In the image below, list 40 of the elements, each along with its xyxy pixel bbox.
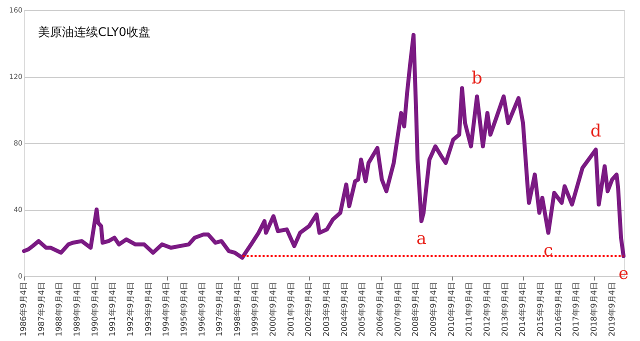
annotation: b — [472, 68, 483, 88]
x-tick-label: 1994年9月4日 — [162, 282, 171, 337]
x-tick-label: 2007年9月4日 — [393, 282, 402, 337]
x-tick-label: 2012年9月4日 — [482, 282, 492, 337]
x-tick-label: 2004年9月4日 — [340, 282, 349, 337]
annotation: a — [416, 229, 426, 250]
x-tick-label: 1999年9月4日 — [250, 282, 260, 337]
x-tick-label: 1998年9月4日 — [232, 282, 242, 337]
annotation: d — [590, 122, 602, 142]
x-tick-label: 2016年9月4日 — [554, 282, 563, 337]
x-tick-label: 2006年9月4日 — [376, 282, 385, 337]
x-tick-label: 2017年9月4日 — [572, 282, 581, 337]
x-tick-label: 1997年9月4日 — [215, 282, 224, 337]
x-tick-label: 2011年9月4日 — [464, 282, 474, 337]
x-tick-label: 2008年9月4日 — [411, 282, 420, 337]
x-tick-label: 2018年9月4日 — [589, 282, 598, 337]
x-tick-label: 2001年9月4日 — [286, 282, 296, 337]
x-tick-label: 1992年9月4日 — [126, 282, 135, 337]
x-tick-label: 2009年9月4日 — [429, 282, 438, 337]
x-tick-label: 1993年9月4日 — [144, 282, 153, 337]
x-tick-label: 2019年9月4日 — [607, 282, 616, 337]
x-tick-label: 2015年9月4日 — [536, 282, 545, 337]
x-tick-label: 2013年9月4日 — [500, 282, 510, 337]
x-tick-label: 1991年9月4日 — [108, 282, 118, 337]
x-tick-label: 1989年9月4日 — [72, 282, 82, 337]
annotation: c — [544, 240, 554, 261]
annotation: e — [618, 264, 629, 284]
x-tick-label: 1987年9月4日 — [36, 282, 46, 337]
x-tick-label: 2002年9月4日 — [304, 282, 314, 337]
x-tick-label: 1995年9月4日 — [179, 282, 188, 337]
x-tick-label: 2005年9月4日 — [358, 282, 367, 337]
x-tick-label: 2003年9月4日 — [322, 282, 332, 337]
x-tick-label: 1986年9月4日 — [19, 282, 28, 337]
x-tick-label: 1988年9月4日 — [54, 282, 64, 337]
text: 美原油连续CLY0收盘 — [38, 25, 150, 39]
x-tick-label: 1996年9月4日 — [197, 282, 206, 337]
x-tick-label: 1990年9月4日 — [90, 282, 100, 337]
x-tick-label: 2010年9月4日 — [446, 282, 456, 337]
x-tick-label: 2000年9月4日 — [268, 282, 278, 337]
x-tick-label: 2014年9月4日 — [518, 282, 528, 337]
